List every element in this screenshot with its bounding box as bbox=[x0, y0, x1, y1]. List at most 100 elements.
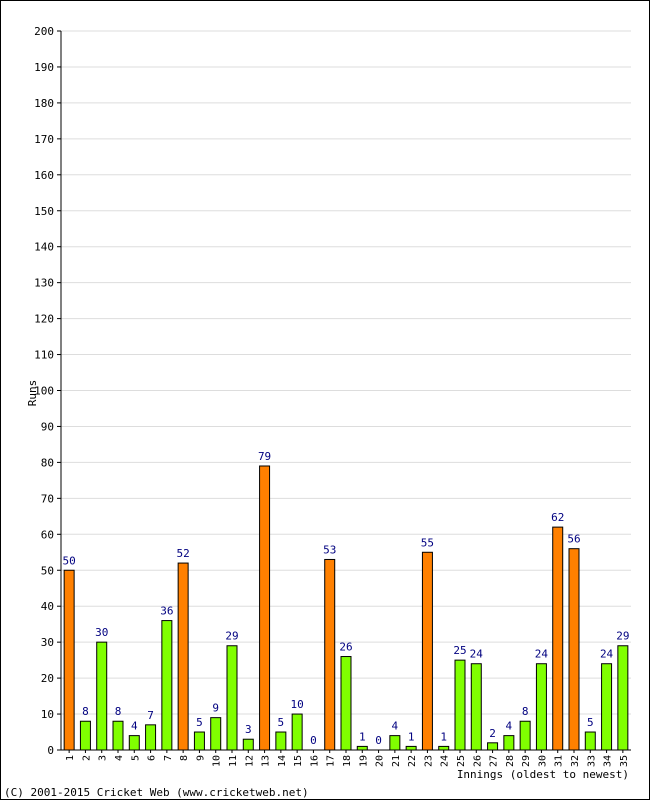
y-tick-label-110: 110 bbox=[34, 349, 54, 362]
value-label-35: 29 bbox=[616, 630, 629, 643]
value-label-30: 24 bbox=[535, 648, 549, 661]
bar-innings-24 bbox=[438, 745, 450, 751]
x-tick-label-15: 15 bbox=[293, 755, 304, 767]
value-label-7: 36 bbox=[160, 605, 173, 618]
value-label-8: 52 bbox=[177, 547, 190, 560]
x-tick-label-6: 6 bbox=[147, 755, 158, 761]
y-tick-label-140: 140 bbox=[34, 241, 54, 254]
value-label-14: 5 bbox=[278, 716, 285, 729]
value-label-23: 55 bbox=[421, 536, 434, 549]
bar-innings-5 bbox=[128, 735, 140, 751]
x-axis-title: Innings (oldest to newest) bbox=[457, 768, 629, 781]
value-label-29: 8 bbox=[522, 705, 529, 718]
value-label-24: 1 bbox=[440, 730, 447, 743]
x-tick-label-30: 30 bbox=[537, 755, 548, 767]
bar-innings-13 bbox=[259, 465, 271, 751]
value-label-6: 7 bbox=[147, 709, 154, 722]
value-label-9: 5 bbox=[196, 716, 203, 729]
bar-innings-4 bbox=[112, 720, 124, 751]
x-tick-label-22: 22 bbox=[407, 755, 418, 767]
value-label-28: 4 bbox=[506, 720, 513, 733]
value-label-32: 56 bbox=[567, 533, 580, 546]
bar-innings-18 bbox=[340, 656, 352, 751]
x-tick-label-1: 1 bbox=[65, 755, 76, 761]
x-tick-label-7: 7 bbox=[163, 755, 174, 761]
value-label-15: 10 bbox=[291, 698, 304, 711]
x-tick-label-16: 16 bbox=[309, 755, 320, 767]
bar-innings-33 bbox=[584, 731, 596, 751]
x-tick-label-10: 10 bbox=[212, 755, 223, 767]
y-tick-label-40: 40 bbox=[41, 600, 54, 613]
bar-innings-32 bbox=[568, 548, 580, 751]
value-label-19: 1 bbox=[359, 730, 366, 743]
grid-lines bbox=[61, 30, 631, 715]
value-label-16: 0 bbox=[310, 734, 317, 747]
x-tick-label-2: 2 bbox=[81, 755, 92, 761]
value-label-18: 26 bbox=[339, 641, 352, 654]
x-tick-label-23: 23 bbox=[423, 755, 434, 767]
x-tick-label-31: 31 bbox=[554, 755, 565, 767]
bar-innings-31 bbox=[552, 526, 564, 751]
value-label-1: 50 bbox=[63, 554, 76, 567]
x-tick-label-11: 11 bbox=[228, 755, 239, 767]
bar-innings-22 bbox=[405, 745, 417, 751]
bar-innings-7 bbox=[161, 620, 173, 751]
bar-innings-8 bbox=[177, 562, 189, 751]
bar-innings-12 bbox=[242, 738, 254, 751]
y-tick-label-70: 70 bbox=[41, 492, 54, 505]
bars bbox=[63, 465, 629, 751]
bar-innings-30 bbox=[535, 663, 547, 751]
value-label-25: 25 bbox=[453, 644, 466, 657]
x-tick-label-5: 5 bbox=[130, 755, 141, 761]
x-tick-label-35: 35 bbox=[619, 755, 630, 767]
value-label-13: 79 bbox=[258, 450, 271, 463]
bar-innings-17 bbox=[324, 558, 336, 751]
x-tick-label-33: 33 bbox=[586, 755, 597, 767]
bar-innings-11 bbox=[226, 645, 238, 751]
value-label-26: 24 bbox=[470, 648, 484, 661]
x-tick-label-18: 18 bbox=[342, 755, 353, 767]
x-tick-label-19: 19 bbox=[358, 755, 369, 767]
bar-innings-15 bbox=[291, 713, 303, 751]
value-label-34: 24 bbox=[600, 648, 614, 661]
value-label-11: 29 bbox=[225, 630, 238, 643]
x-tick-label-27: 27 bbox=[489, 755, 500, 767]
y-tick-label-170: 170 bbox=[34, 133, 54, 146]
bar-innings-35 bbox=[617, 645, 629, 751]
value-label-33: 5 bbox=[587, 716, 594, 729]
value-label-4: 8 bbox=[115, 705, 122, 718]
bar-innings-27 bbox=[487, 742, 499, 751]
value-label-3: 30 bbox=[95, 626, 108, 639]
y-tick-label-150: 150 bbox=[34, 205, 54, 218]
x-tick-label-13: 13 bbox=[261, 755, 272, 767]
y-tick-label-130: 130 bbox=[34, 277, 54, 290]
value-label-10: 9 bbox=[212, 702, 219, 715]
copyright-footer: (C) 2001-2015 Cricket Web (www.cricketwe… bbox=[4, 786, 309, 799]
x-tick-label-24: 24 bbox=[440, 755, 451, 767]
bar-innings-28 bbox=[503, 735, 515, 751]
value-label-20: 0 bbox=[375, 734, 382, 747]
bar-innings-23 bbox=[421, 551, 433, 751]
y-tick-label-190: 190 bbox=[34, 61, 54, 74]
bar-innings-2 bbox=[79, 720, 91, 751]
x-tick-label-26: 26 bbox=[472, 755, 483, 767]
y-tick-label-180: 180 bbox=[34, 97, 54, 110]
value-label-5: 4 bbox=[131, 720, 138, 733]
x-tick-label-28: 28 bbox=[505, 755, 516, 767]
y-tick-label-160: 160 bbox=[34, 169, 54, 182]
y-tick-label-100: 100 bbox=[34, 385, 54, 398]
y-tick-label-60: 60 bbox=[41, 528, 54, 541]
value-label-22: 1 bbox=[408, 730, 415, 743]
bar-innings-34 bbox=[601, 663, 613, 751]
bar-innings-10 bbox=[210, 717, 222, 751]
y-tick-label-200: 200 bbox=[34, 25, 54, 38]
bar-innings-26 bbox=[470, 663, 482, 751]
x-tick-label-14: 14 bbox=[277, 755, 288, 767]
value-label-27: 2 bbox=[489, 727, 496, 740]
x-tick-label-8: 8 bbox=[179, 755, 190, 761]
bar-innings-1 bbox=[63, 569, 75, 751]
x-tick-label-21: 21 bbox=[391, 755, 402, 767]
x-tick-label-4: 4 bbox=[114, 755, 125, 761]
